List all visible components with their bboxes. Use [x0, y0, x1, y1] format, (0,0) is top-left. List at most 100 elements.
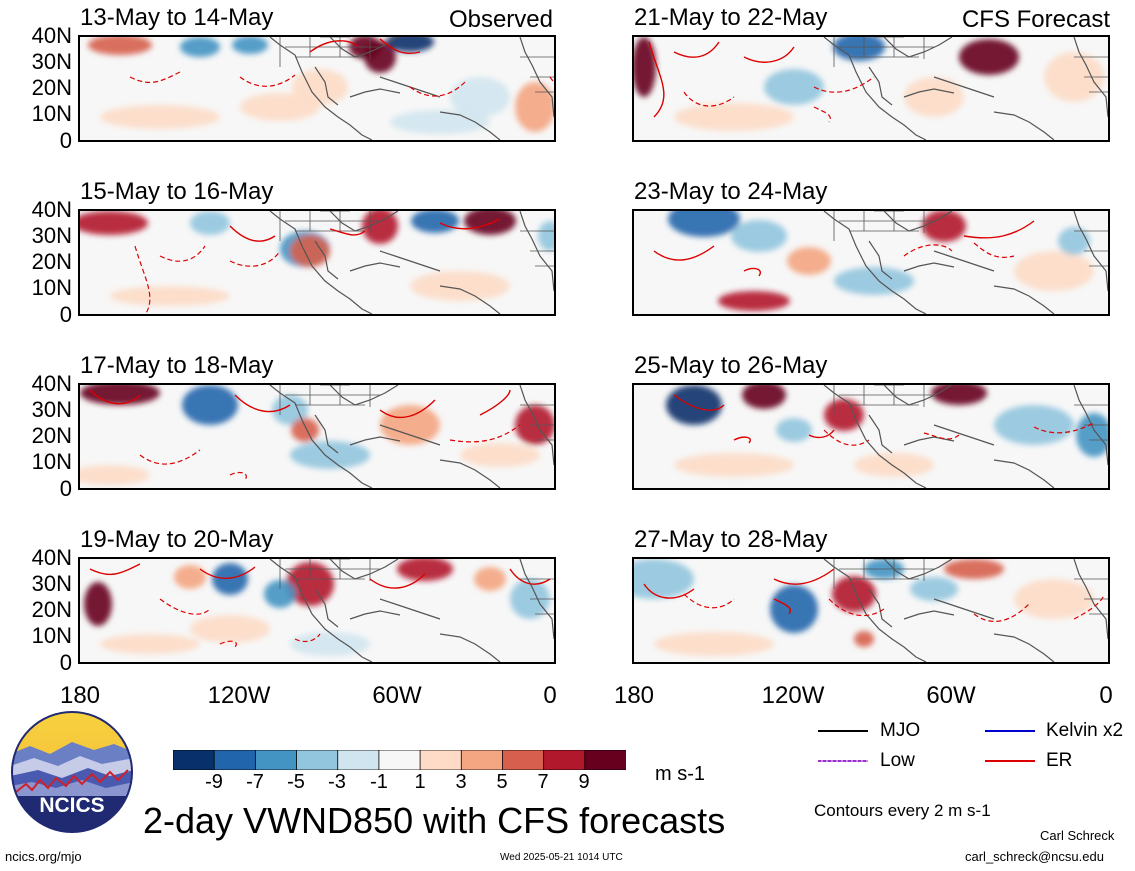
logo-text: NCICS — [39, 794, 104, 817]
lon-label: 0 — [543, 682, 557, 709]
map-background — [80, 385, 554, 488]
lat-label: 0 — [59, 650, 72, 675]
wind-anomaly-blob — [1076, 413, 1108, 457]
coastline — [269, 559, 554, 662]
lat-label: 30N — [31, 49, 72, 74]
wind-anomaly-blob — [731, 220, 787, 252]
lon-label: 120W — [761, 682, 825, 709]
wind-anomaly-blob — [291, 418, 319, 442]
lon-label: 0 — [1099, 682, 1113, 709]
panel-title-5: 21-May to 22-May — [634, 4, 828, 31]
colorbar-label: -3 — [328, 771, 346, 793]
wind-anomaly-blob — [397, 559, 453, 581]
lat-label: 0 — [59, 128, 72, 153]
wind-anomaly-blob — [634, 559, 694, 599]
panel-title-7: 25-May to 26-May — [634, 352, 828, 379]
colorbar-swatch — [378, 749, 421, 771]
mjo-legend-line — [818, 730, 868, 732]
wind-anomaly-blob — [180, 264, 280, 288]
er-contour-negative — [129, 71, 554, 97]
wind-anomaly-blob — [290, 235, 330, 267]
contour-note: Contours every 2 m s-1 — [814, 801, 991, 820]
er-contour-negative — [683, 593, 1105, 623]
colorbar-label: 9 — [578, 771, 590, 793]
colorbar-swatch — [460, 749, 504, 771]
map-panel-5 — [632, 35, 1110, 142]
wind-anomaly-blob — [994, 405, 1074, 445]
lat-label: 10N — [31, 275, 72, 300]
wind-anomaly-blob — [1058, 227, 1090, 255]
wind-anomaly-blob — [515, 82, 554, 132]
wind-anomaly-blob — [364, 41, 396, 73]
colorbar-label: 5 — [496, 771, 508, 793]
main-title: 2-day VWND850 with CFS forecasts — [143, 800, 726, 841]
lon-label: 120W — [207, 682, 271, 709]
wind-anomaly-blob — [674, 453, 794, 477]
lat-label: 10N — [31, 449, 72, 474]
colorbar-swatch — [502, 749, 545, 771]
colorbar-swatch — [213, 749, 257, 771]
panel-title-8: 27-May to 28-May — [634, 526, 828, 553]
colorbar-label: 7 — [537, 771, 549, 793]
wind-anomaly-blob — [854, 631, 874, 647]
wind-anomaly-blob — [666, 385, 722, 425]
er-legend-line — [985, 760, 1035, 762]
lat-label: 20N — [31, 249, 72, 274]
wind-anomaly-blob — [212, 563, 248, 595]
map-panel-1 — [78, 35, 556, 142]
wind-anomaly-blob — [1014, 579, 1094, 619]
er-contour-negative — [159, 598, 321, 648]
observed-label: Observed — [448, 6, 553, 33]
lat-label: 0 — [59, 302, 72, 327]
footer-author: Carl Schreck — [1040, 828, 1115, 843]
cfs-forecast-label: CFS Forecast — [961, 6, 1110, 33]
wind-anomaly-blob — [232, 37, 268, 54]
colorbar-units: m s-1 — [655, 763, 705, 785]
er-contour — [309, 38, 421, 54]
lon-label: 60W — [926, 682, 976, 709]
lat-label: 40N — [31, 545, 72, 570]
wind-anomaly-blob — [190, 615, 270, 643]
coastline — [269, 385, 554, 488]
wind-anomaly-blob — [84, 582, 112, 626]
wind-anomaly-blob — [362, 211, 398, 244]
map-panel-6 — [632, 209, 1110, 316]
colorbar-label: -5 — [287, 771, 305, 793]
wind-anomaly-blob — [182, 385, 238, 425]
lat-label: 40N — [31, 371, 72, 396]
lon-label: 180 — [59, 682, 101, 709]
wind-anomaly-blob — [410, 271, 510, 301]
lat-label: 40N — [31, 197, 72, 222]
mjo-legend-label: MJO — [880, 720, 921, 741]
wind-anomaly-blob — [264, 580, 296, 608]
er-legend-label: ER — [1046, 750, 1073, 771]
wind-anomaly-blob — [292, 69, 348, 105]
kelvin-legend-label: Kelvin x2 — [1046, 720, 1124, 741]
wind-anomaly-blob — [770, 585, 818, 633]
wind-anomaly-blob — [240, 93, 320, 121]
wind-anomaly-blob — [824, 399, 864, 431]
er-contour — [653, 220, 1035, 277]
wind-anomaly-blob — [290, 632, 370, 656]
colorbar-swatch — [296, 749, 339, 771]
er-contour — [648, 41, 795, 118]
wind-anomaly-blob — [386, 37, 434, 52]
wind-anomaly-blob — [80, 385, 160, 405]
er-contour — [229, 218, 501, 242]
colorbar-label: 1 — [414, 771, 426, 793]
low-legend-label: Low — [880, 750, 915, 771]
wind-anomaly-blob — [1044, 52, 1104, 102]
wind-anomaly-blob — [290, 441, 370, 469]
er-contour — [89, 563, 551, 589]
wind-anomaly-blob — [718, 291, 790, 311]
wind-anomaly-blob — [854, 453, 934, 477]
coastline — [823, 211, 1108, 314]
coastline — [823, 385, 1108, 488]
panel-title-2: 15-May to 16-May — [80, 178, 274, 205]
wind-anomaly-blob — [832, 576, 876, 612]
lat-label: 10N — [31, 101, 72, 126]
lat-label: 40N — [31, 23, 72, 48]
footer-timestamp: Wed 2025-05-21 1014 UTC — [500, 852, 623, 863]
colorbar-swatch — [172, 749, 216, 771]
footer-email: carl_schreck@ncsu.edu — [965, 849, 1104, 864]
